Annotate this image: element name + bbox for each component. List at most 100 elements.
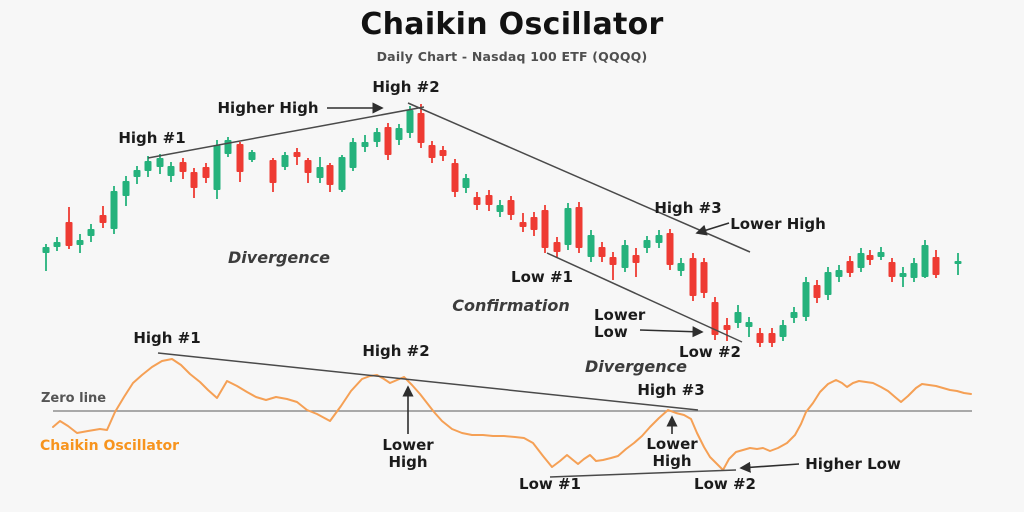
oscillator-series-label: Chaikin Oscillator bbox=[40, 438, 180, 454]
candle-body-down bbox=[666, 233, 674, 265]
candle-body-down bbox=[700, 262, 708, 293]
candle-body-up bbox=[921, 245, 929, 277]
candle-body-up bbox=[144, 161, 152, 171]
candle-body-down bbox=[632, 255, 640, 263]
candle-body-down bbox=[553, 242, 561, 252]
candle-body-down bbox=[304, 160, 312, 173]
osc-high1-label: High #1 bbox=[133, 329, 201, 347]
candle-body-up bbox=[395, 128, 403, 140]
price-confirmation-label: Confirmation bbox=[452, 296, 570, 315]
candle-body-up bbox=[877, 252, 885, 257]
candle-body-up bbox=[76, 240, 84, 245]
candle-body-up bbox=[790, 312, 798, 318]
osc-higher-low-arrow bbox=[739, 461, 800, 473]
candle-body-down bbox=[439, 150, 447, 156]
candle-body-up bbox=[643, 240, 651, 248]
candle-body-up bbox=[745, 322, 753, 327]
confirmation-trendline bbox=[546, 252, 743, 343]
osc-high3-label: High #3 bbox=[637, 381, 705, 399]
candle-body-up bbox=[621, 245, 629, 268]
osc-lower-high1-label: Lower High bbox=[382, 436, 434, 471]
candle-body-down bbox=[269, 160, 277, 183]
price-high3-label: High #3 bbox=[654, 199, 722, 217]
candle-body-up bbox=[361, 142, 369, 147]
osc-high2-label: High #2 bbox=[362, 342, 430, 360]
osc-lower-high2-label: Lower High bbox=[646, 435, 698, 470]
candle-body-up bbox=[373, 132, 381, 142]
candle-body-down bbox=[485, 195, 493, 205]
candle-body-up bbox=[110, 191, 118, 229]
candle-body-up bbox=[802, 282, 810, 317]
candle-body-up bbox=[406, 110, 414, 133]
candle-body-up bbox=[899, 273, 907, 277]
candle-body-up bbox=[835, 270, 843, 277]
candle-body-up bbox=[857, 253, 865, 268]
candle-body-down bbox=[202, 167, 210, 178]
price-divergence-label: Divergence bbox=[228, 248, 330, 267]
candle-body-down bbox=[575, 207, 583, 248]
candle-body-down bbox=[530, 217, 538, 230]
candle-body-down bbox=[689, 258, 697, 296]
candle-body-down bbox=[888, 262, 896, 277]
candle-body-down bbox=[65, 222, 73, 246]
candle-body-down bbox=[451, 163, 459, 192]
candle-body-up bbox=[349, 142, 357, 168]
zero-line-label: Zero line bbox=[41, 391, 107, 406]
osc-lower-high-trendline bbox=[157, 352, 699, 411]
price-low1-label: Low #1 bbox=[511, 268, 573, 286]
candle-body-up bbox=[87, 229, 95, 236]
osc-higher-low-trendline bbox=[549, 469, 737, 478]
candle-body-down bbox=[190, 172, 198, 188]
candle-body-down bbox=[384, 127, 392, 155]
candle-body-down bbox=[541, 210, 549, 248]
candle-body-down bbox=[711, 302, 719, 335]
candle-body-up bbox=[338, 157, 346, 190]
page-title: Chaikin Oscillator bbox=[360, 7, 664, 42]
candle-body-up bbox=[587, 235, 595, 257]
candle-body-up bbox=[42, 247, 50, 253]
page-subtitle: Daily Chart - Nasdaq 100 ETF (QQQQ) bbox=[376, 49, 648, 64]
lower-high-arrow bbox=[695, 222, 730, 236]
candle-body-up bbox=[248, 152, 256, 160]
candle-body-down bbox=[609, 257, 617, 265]
candle-body-down bbox=[473, 197, 481, 205]
osc-higher-low-label: Higher Low bbox=[805, 455, 901, 473]
candle-body-down bbox=[507, 200, 515, 215]
candle-body-down bbox=[236, 144, 244, 172]
candle-body-up bbox=[281, 155, 289, 167]
candle-body-up bbox=[824, 272, 832, 295]
candle-body-down bbox=[99, 215, 107, 223]
price-higher-high-label: Higher High bbox=[217, 99, 319, 117]
candle-body-down bbox=[519, 222, 527, 227]
candle-body-up bbox=[167, 166, 175, 176]
candle-body-down bbox=[813, 285, 821, 298]
candle-body-down bbox=[598, 247, 606, 257]
candle-body-up bbox=[53, 242, 61, 247]
candle-body-down bbox=[179, 162, 187, 172]
lower-low-arrow bbox=[639, 326, 704, 338]
osc-divergence-label: Divergence bbox=[585, 357, 687, 376]
price-low2-label: Low #2 bbox=[679, 343, 741, 361]
candle-body-up bbox=[462, 178, 470, 188]
candle-body-down bbox=[293, 152, 301, 157]
candle-body-down bbox=[846, 261, 854, 273]
price-lower-high-label: Lower High bbox=[730, 215, 826, 233]
candle-body-down bbox=[723, 325, 731, 330]
candle-body-up bbox=[910, 263, 918, 278]
candle-body-up bbox=[496, 205, 504, 212]
candle-body-down bbox=[932, 257, 940, 275]
candle-body-up bbox=[156, 158, 164, 167]
candle-body-up bbox=[734, 312, 742, 323]
candle-body-up bbox=[954, 261, 962, 264]
oscillator-line bbox=[52, 358, 972, 471]
candle-body-up bbox=[564, 208, 572, 245]
price-lower-low-label: Lower Low bbox=[594, 306, 646, 341]
candle-body-up bbox=[133, 170, 141, 177]
higher-high-trendline bbox=[147, 106, 425, 159]
candle-body-up bbox=[316, 167, 324, 178]
price-high1-label: High #1 bbox=[118, 129, 186, 147]
candle-body-down bbox=[326, 165, 334, 185]
candle-body-up bbox=[213, 145, 221, 190]
candle-body-down bbox=[428, 145, 436, 158]
